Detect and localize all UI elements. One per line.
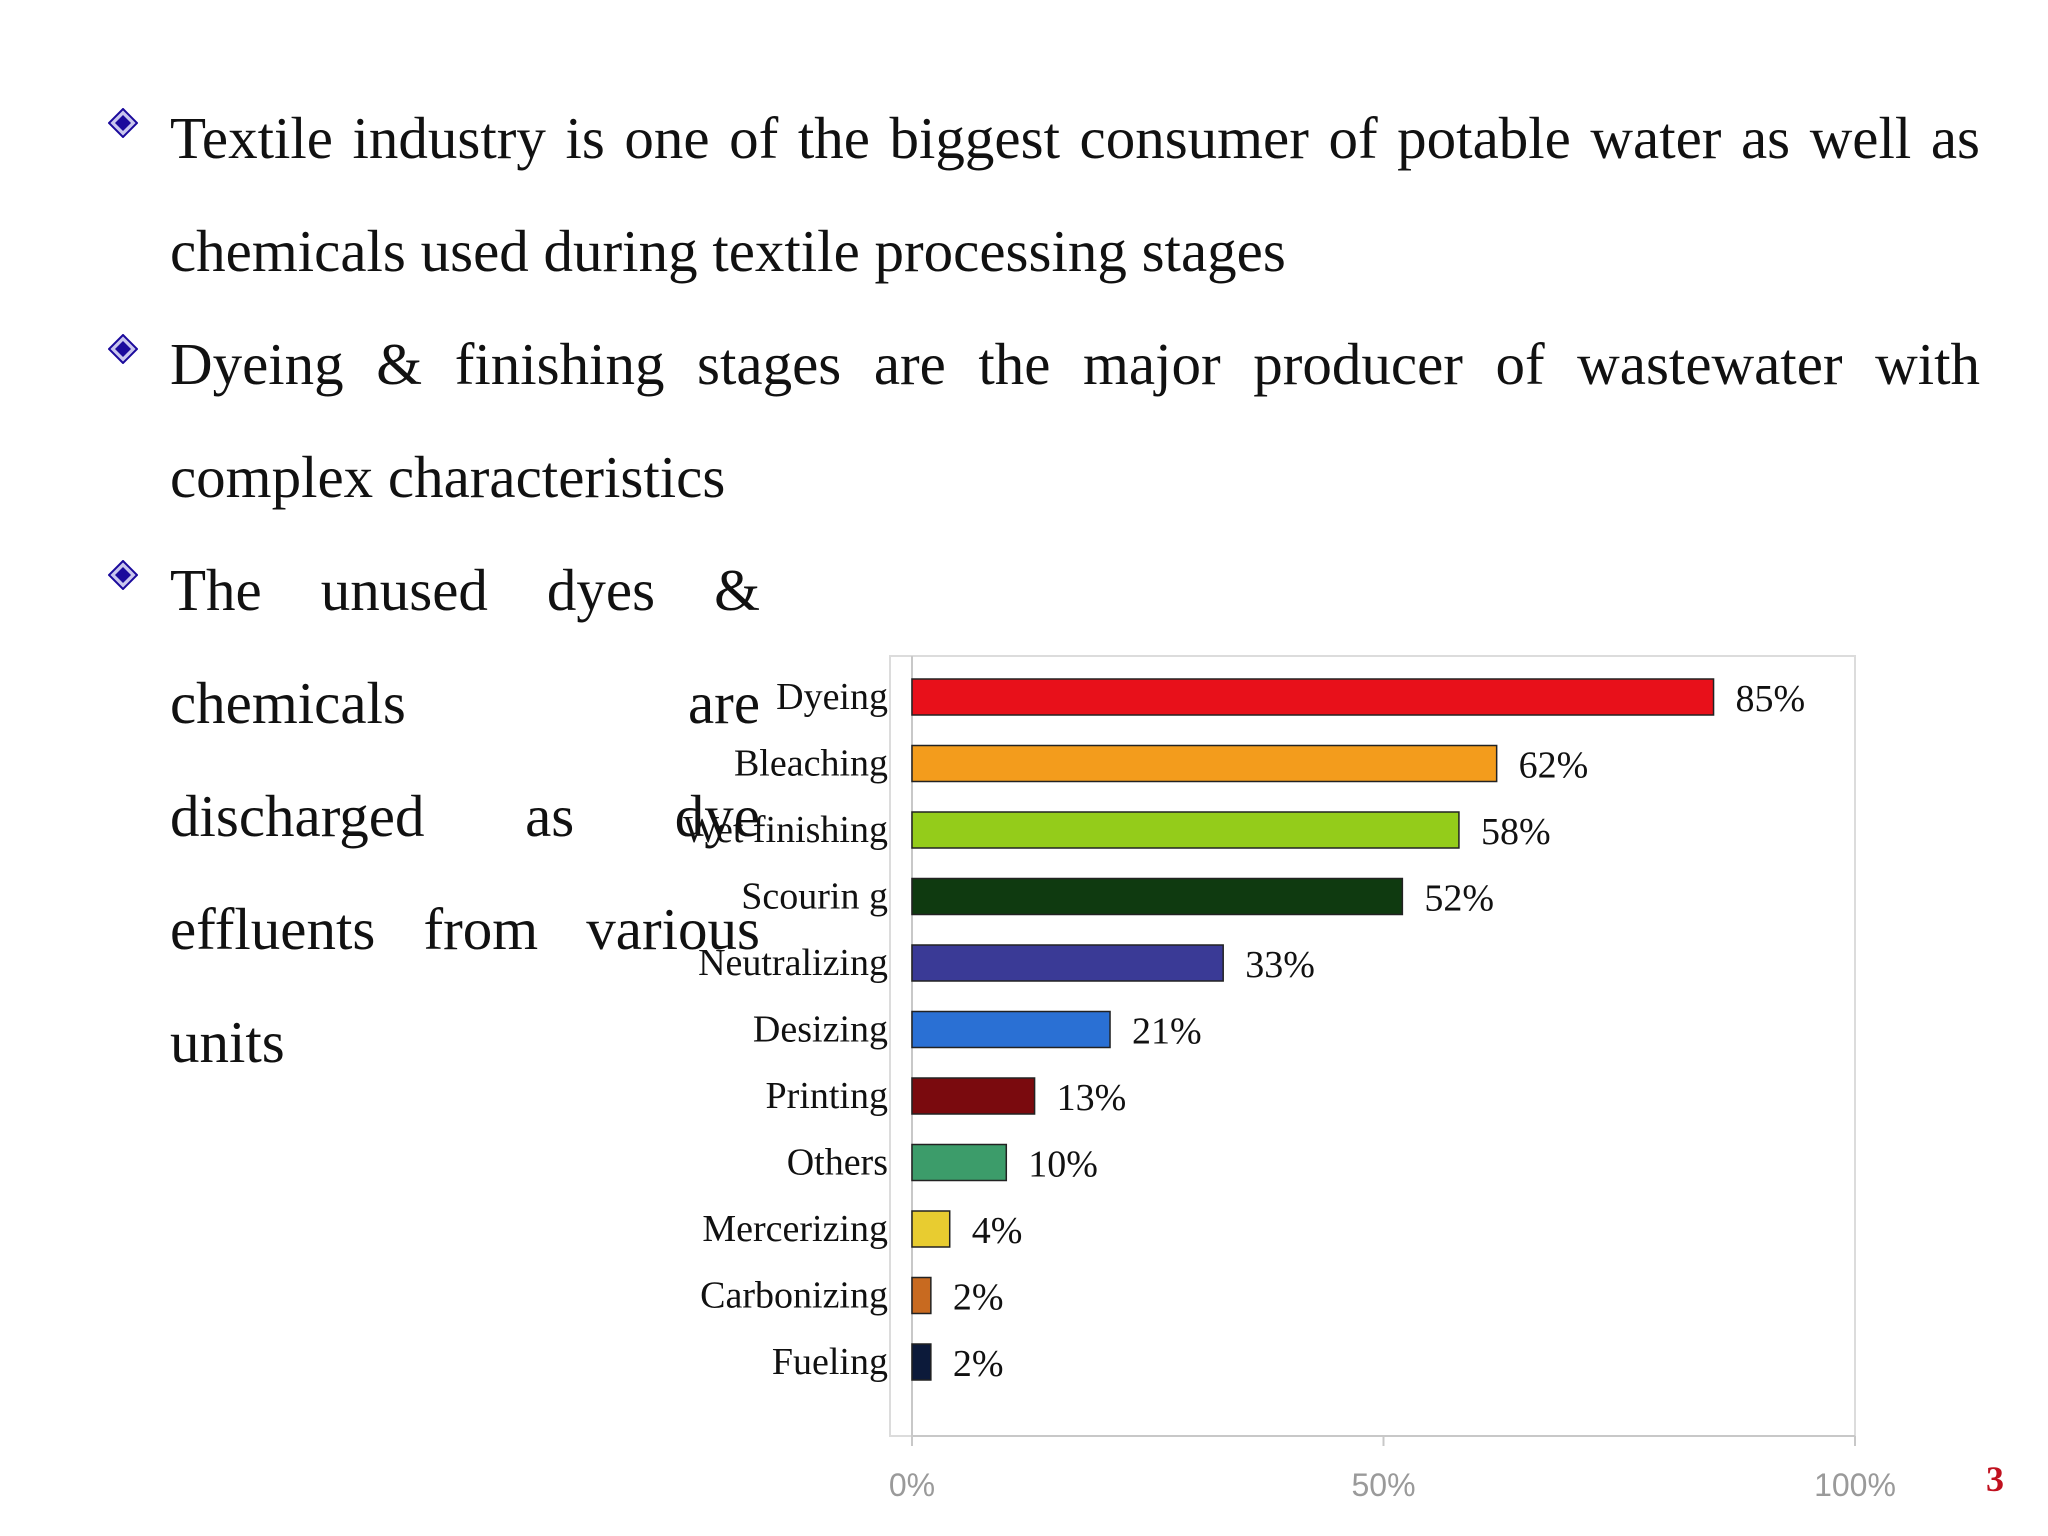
diamond-bullet-icon	[108, 108, 138, 138]
bar	[911, 1010, 1111, 1049]
category-label: Wet finishing	[683, 809, 888, 851]
value-label: 52%	[1424, 878, 1494, 920]
bar	[911, 1210, 951, 1248]
bar	[911, 811, 1460, 849]
category-label: Dyeing	[776, 676, 888, 718]
value-label: 4%	[972, 1210, 1023, 1252]
bullet-item: The unused dyes & chemicals are discharg…	[100, 534, 1980, 1099]
bar	[911, 877, 1404, 916]
bullet-item: Textile industry is one of the biggest c…	[100, 82, 1980, 308]
value-label: 58%	[1481, 811, 1551, 853]
category-label: Printing	[766, 1075, 888, 1117]
bullet-list: Textile industry is one of the biggest c…	[100, 82, 1980, 1099]
x-tick-label: 100%	[1814, 1467, 1896, 1503]
category-label: Mercerizing	[702, 1208, 888, 1250]
bullet-text: Dyeing & finishing stages are the major …	[170, 331, 1980, 510]
value-label: 2%	[953, 1277, 1004, 1319]
value-label: 62%	[1519, 745, 1589, 787]
bullet-text: The unused dyes & chemicals are discharg…	[170, 557, 760, 1075]
category-label: Fueling	[772, 1341, 888, 1383]
bar	[911, 1077, 1036, 1115]
bar	[911, 678, 1715, 716]
value-label: 21%	[1132, 1011, 1202, 1053]
bar	[911, 1343, 932, 1381]
bar	[911, 944, 1224, 982]
bullet-text: Textile industry is one of the biggest c…	[170, 105, 1980, 284]
category-label: Bleaching	[734, 743, 888, 785]
bar	[911, 1276, 932, 1315]
value-label: 10%	[1028, 1144, 1098, 1186]
bullet-item: Dyeing & finishing stages are the major …	[100, 308, 1980, 534]
x-tick-label: 50%	[1351, 1467, 1415, 1503]
category-label: Desizing	[753, 1009, 888, 1051]
value-label: 85%	[1736, 678, 1806, 720]
value-label: 2%	[953, 1343, 1004, 1385]
bar	[911, 744, 1498, 783]
category-label: Others	[787, 1142, 888, 1184]
category-label: Neutralizing	[698, 942, 888, 984]
diamond-bullet-icon	[108, 560, 138, 590]
category-label: Carbonizing	[700, 1275, 888, 1317]
value-label: 33%	[1245, 944, 1315, 986]
value-label: 13%	[1057, 1077, 1127, 1119]
category-label: Scourin g	[741, 876, 888, 918]
bar	[911, 1143, 1008, 1182]
x-tick-label: 0%	[889, 1467, 935, 1503]
page-number: 3	[1986, 1459, 2004, 1499]
diamond-bullet-icon	[108, 334, 138, 364]
